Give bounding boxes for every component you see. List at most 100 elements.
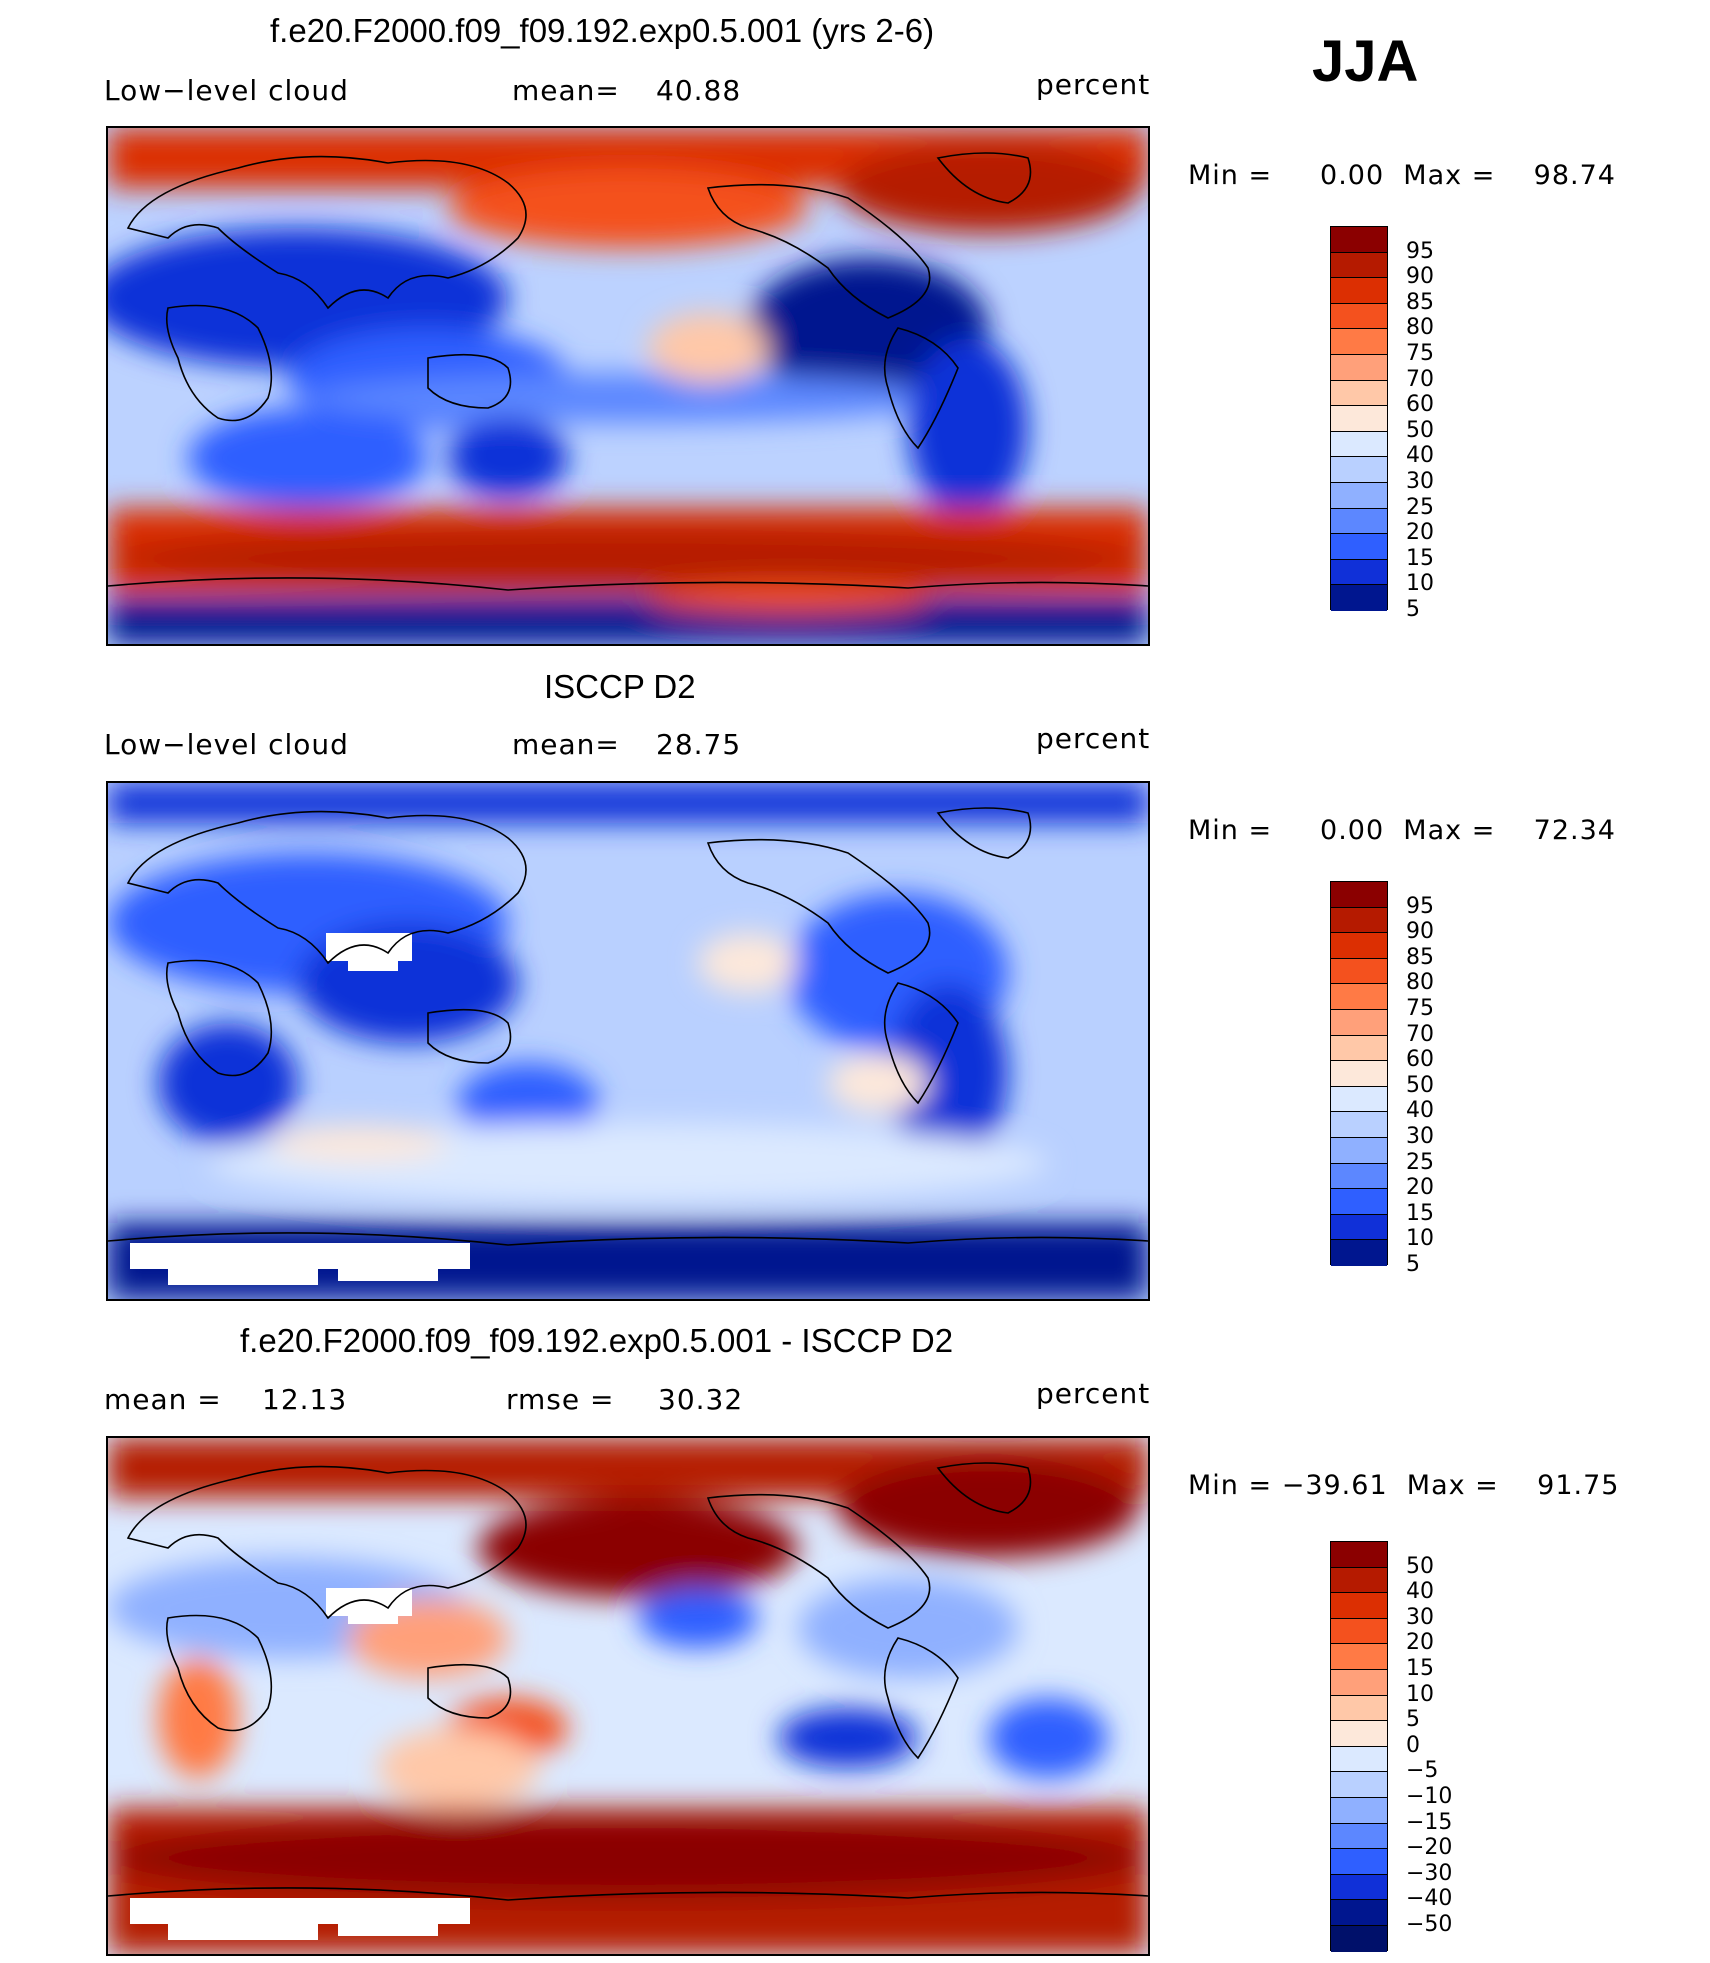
colorbar-swatch [1331, 406, 1387, 432]
colorbar-tick-label: 40 [1406, 443, 1434, 469]
panel1-variable-label: Low−level cloud [104, 74, 349, 107]
colorbar-tick-label: 15 [1406, 1656, 1434, 1681]
colorbar-tick-label: 30 [1406, 469, 1434, 494]
colorbar-swatch [1331, 1593, 1387, 1619]
colorbar-tick-label: 60 [1406, 1047, 1434, 1073]
colorbar-swatch [1331, 1009, 1387, 1036]
colorbar-swatch [1331, 1086, 1387, 1113]
colorbar-tick-label: 20 [1406, 1630, 1434, 1656]
colorbar-swatch [1331, 958, 1387, 985]
panel3-minmax: Min = −39.61 Max = 91.75 [1188, 1470, 1620, 1501]
colorbar-swatch [1331, 1823, 1387, 1850]
colorbar-swatch [1331, 1900, 1387, 1926]
colorbar-tick-label: 25 [1406, 494, 1434, 520]
colorbar-tick-label: −30 [1406, 1860, 1453, 1886]
colorbar-swatch [1331, 508, 1387, 535]
panel1-map [106, 126, 1150, 646]
colorbar-tick-label: 85 [1406, 944, 1434, 970]
colorbar-tick-label: 30 [1406, 1604, 1434, 1630]
colorbar-swatch [1331, 303, 1387, 330]
colorbar-swatch [1331, 1746, 1387, 1773]
colorbar-tick-label: 80 [1406, 315, 1434, 341]
colorbar-swatch [1331, 227, 1387, 253]
colorbar-tick-label: 85 [1406, 289, 1434, 315]
colorbar-swatch [1331, 1721, 1387, 1747]
colorbar-swatch [1331, 329, 1387, 355]
colorbar-swatch [1331, 1189, 1387, 1215]
colorbar-swatch [1331, 1163, 1387, 1190]
panel3-mean-value: 12.13 [262, 1383, 348, 1416]
colorbar-tick-label: 90 [1406, 919, 1434, 945]
colorbar-swatch [1331, 1567, 1387, 1594]
colorbar-swatch [1331, 585, 1387, 611]
season-label: JJA [1312, 29, 1419, 94]
colorbar-tick-label: 90 [1406, 264, 1434, 290]
panel2-title: ISCCP D2 [544, 668, 696, 705]
colorbar-swatch [1331, 1669, 1387, 1696]
panel2-variable-label: Low−level cloud [104, 728, 349, 761]
colorbar-swatch [1331, 1137, 1387, 1164]
panel3-rmse-value: 30.32 [658, 1383, 744, 1416]
colorbar-tick-label: 50 [1406, 417, 1434, 443]
colorbar-tick-label: 40 [1406, 1579, 1434, 1605]
colorbar-swatch [1331, 559, 1387, 586]
colorbar-tick-label: 30 [1406, 1124, 1434, 1149]
panel3-map [106, 1436, 1150, 1956]
colorbar-swatch [1331, 984, 1387, 1010]
colorbar-swatch [1331, 482, 1387, 509]
panel2-colorbar-swatches [1330, 881, 1388, 1266]
colorbar-tick-label: 95 [1406, 238, 1434, 264]
panel1-units: percent [1036, 68, 1151, 101]
colorbar-tick-label: 15 [1406, 1200, 1434, 1226]
colorbar-tick-label: −10 [1406, 1784, 1453, 1809]
colorbar-swatch [1331, 457, 1387, 483]
colorbar-tick-label: 0 [1406, 1732, 1420, 1758]
panel2-map [106, 781, 1150, 1301]
colorbar-tick-label: 15 [1406, 545, 1434, 571]
colorbar-tick-label: −40 [1406, 1886, 1453, 1912]
colorbar-swatch [1331, 278, 1387, 304]
colorbar-swatch [1331, 380, 1387, 407]
panel2-mean-value: 28.75 [656, 728, 742, 761]
colorbar-swatch [1331, 431, 1387, 458]
panel3-title: f.e20.F2000.f09_f09.192.exp0.5.001 - ISC… [240, 1322, 954, 1359]
colorbar-tick-label: 60 [1406, 392, 1434, 418]
colorbar-tick-label: 5 [1406, 597, 1420, 622]
panel3-colorbar-swatches [1330, 1541, 1388, 1952]
colorbar-swatch [1331, 1849, 1387, 1875]
colorbar-tick-label: 95 [1406, 893, 1434, 919]
colorbar-tick-label: −5 [1406, 1758, 1439, 1784]
colorbar-tick-label: 20 [1406, 1175, 1434, 1201]
colorbar-tick-label: −50 [1406, 1912, 1453, 1937]
panel2-minmax: Min = 0.00 Max = 72.34 [1188, 815, 1616, 846]
colorbar-swatch [1331, 1214, 1387, 1241]
panel3-rmse-label: rmse = [506, 1383, 615, 1416]
colorbar-tick-label: 10 [1406, 571, 1434, 597]
panel1-minmax: Min = 0.00 Max = 98.74 [1188, 160, 1616, 191]
colorbar-swatch [1331, 252, 1387, 279]
colorbar-swatch [1331, 907, 1387, 934]
colorbar-swatch [1331, 354, 1387, 381]
colorbar-tick-label: −15 [1406, 1809, 1453, 1835]
colorbar-tick-label: 75 [1406, 341, 1434, 366]
colorbar-tick-label: 70 [1406, 1021, 1434, 1047]
colorbar-swatch [1331, 1061, 1387, 1087]
colorbar-tick-label: 5 [1406, 1252, 1420, 1277]
colorbar-tick-label: 75 [1406, 996, 1434, 1021]
colorbar-swatch [1331, 1925, 1387, 1952]
colorbar-tick-label: 80 [1406, 970, 1434, 996]
colorbar-tick-label: 50 [1406, 1072, 1434, 1098]
panel3-mean-label: mean = [104, 1383, 222, 1416]
colorbar-swatch [1331, 1644, 1387, 1670]
colorbar-swatch [1331, 1797, 1387, 1824]
colorbar-tick-label: 10 [1406, 1226, 1434, 1252]
colorbar-swatch [1331, 1035, 1387, 1062]
colorbar-swatch [1331, 1542, 1387, 1568]
colorbar-swatch [1331, 1772, 1387, 1798]
colorbar-tick-label: 5 [1406, 1707, 1420, 1733]
colorbar-tick-label: −20 [1406, 1835, 1453, 1861]
colorbar-tick-label: 10 [1406, 1681, 1434, 1707]
colorbar-swatch [1331, 1695, 1387, 1722]
panel2-mean-label: mean= [512, 728, 620, 761]
colorbar-swatch [1331, 1240, 1387, 1266]
